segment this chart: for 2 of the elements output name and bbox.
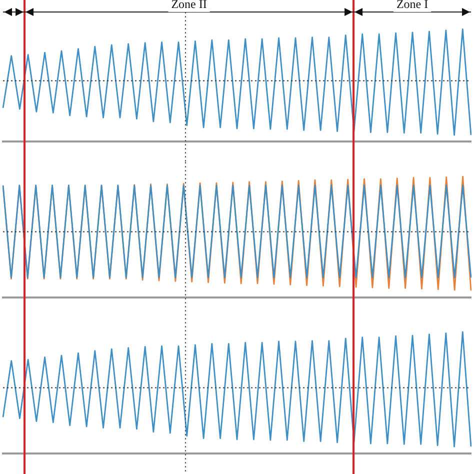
text: Zone II — [171, 0, 207, 12]
text: Zone I — [396, 0, 428, 12]
